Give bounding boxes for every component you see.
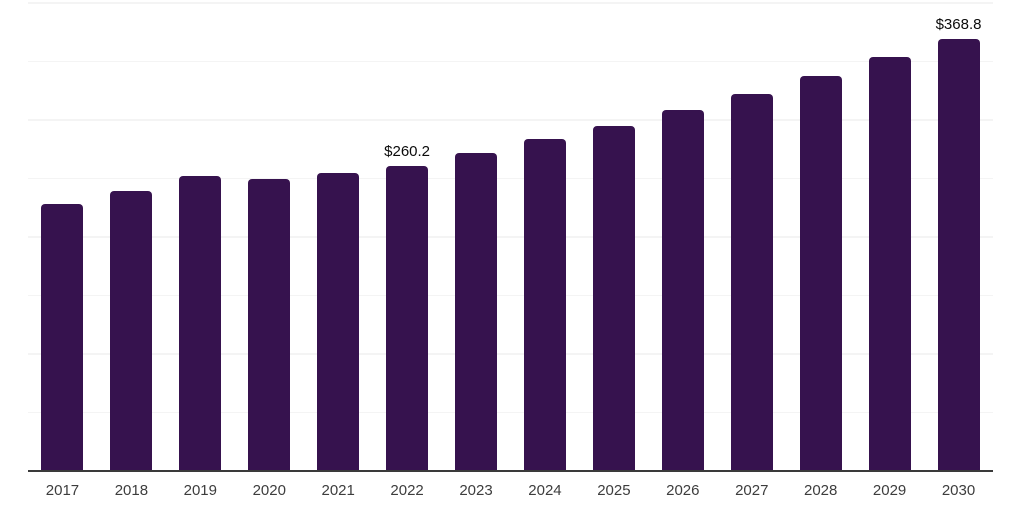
x-tick-label-2025: 2025 — [597, 482, 631, 499]
x-tick-label-2029: 2029 — [872, 482, 907, 499]
gridline — [28, 177, 993, 179]
bar-2024 — [523, 139, 566, 470]
bar-2029 — [868, 57, 911, 470]
x-tick-label-2027: 2027 — [735, 482, 769, 499]
x-tick-label-2028: 2028 — [803, 482, 838, 499]
x-axis-line — [28, 470, 993, 472]
bar-2022 — [386, 165, 429, 470]
gridline — [28, 294, 993, 296]
bar-2017 — [41, 204, 84, 470]
plot-area: $260.2 $368.8 — [28, 2, 993, 472]
x-tick-label-2019: 2019 — [183, 482, 217, 499]
x-tick-label-2020: 2020 — [252, 482, 286, 499]
value-label-2030: $368.8 — [935, 15, 982, 33]
x-tick-label-2018: 2018 — [114, 482, 149, 499]
bar-2018 — [110, 190, 153, 470]
x-tick-label-2017: 2017 — [45, 482, 80, 499]
x-tick-label-2022: 2022 — [390, 482, 424, 499]
gridline — [28, 236, 993, 238]
bar-2019 — [179, 176, 222, 470]
gridline — [28, 353, 993, 355]
bar-2026 — [661, 109, 704, 470]
x-tick-label-2026: 2026 — [666, 482, 700, 499]
bar-2021 — [317, 173, 360, 470]
x-axis: 2017 2018 2019 2020 2021 2022 2023 2024 2025 2026… — [28, 482, 993, 502]
x-tick-label-2030: 2030 — [941, 482, 976, 499]
x-tick-label-2021: 2021 — [321, 482, 355, 499]
gridline — [28, 2, 993, 4]
gridline — [28, 119, 993, 121]
gridline — [28, 60, 993, 62]
bar-2025 — [592, 125, 635, 470]
gridline — [28, 411, 993, 413]
value-label-2022: $260.2 — [384, 142, 431, 160]
x-tick-label-2023: 2023 — [459, 482, 493, 499]
bar-2028 — [799, 76, 842, 470]
bar-2023 — [455, 152, 498, 470]
x-tick-label-2024: 2024 — [528, 482, 562, 499]
bar-2027 — [730, 93, 773, 470]
bar-2030 — [937, 38, 980, 470]
bar-2020 — [248, 179, 291, 470]
